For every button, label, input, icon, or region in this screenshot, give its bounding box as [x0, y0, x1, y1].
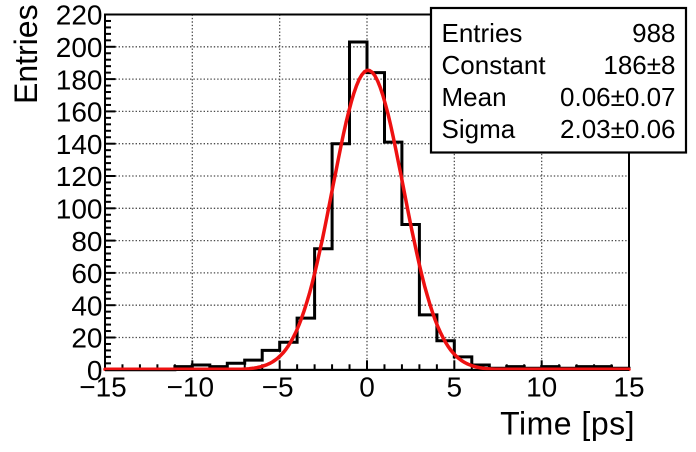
svg-text:Sigma: Sigma: [442, 114, 516, 144]
svg-text:120: 120: [56, 161, 103, 192]
svg-text:10: 10: [526, 372, 557, 403]
svg-text:0: 0: [87, 355, 103, 386]
svg-text:200: 200: [56, 32, 103, 63]
svg-text:80: 80: [71, 226, 102, 257]
svg-text:0.06±0.07: 0.06±0.07: [560, 82, 675, 112]
svg-text:Entries: Entries: [442, 18, 523, 48]
svg-text:20: 20: [71, 323, 102, 354]
svg-text:160: 160: [56, 97, 103, 128]
svg-text:60: 60: [71, 258, 102, 289]
svg-text:186±8: 186±8: [603, 50, 675, 80]
svg-text:Entries: Entries: [8, 4, 44, 104]
svg-text:−10: −10: [167, 372, 215, 403]
svg-text:Time [ps]: Time [ps]: [500, 406, 635, 442]
svg-text:−5: −5: [262, 372, 294, 403]
svg-text:140: 140: [56, 129, 103, 160]
svg-text:5: 5: [447, 372, 463, 403]
svg-text:Constant: Constant: [442, 50, 547, 80]
svg-text:988: 988: [632, 18, 675, 48]
svg-text:180: 180: [56, 64, 103, 95]
svg-text:0: 0: [359, 372, 375, 403]
svg-text:40: 40: [71, 290, 102, 321]
svg-text:15: 15: [613, 372, 644, 403]
svg-text:2.03±0.06: 2.03±0.06: [560, 114, 675, 144]
svg-text:−15: −15: [79, 372, 127, 403]
svg-text:Mean: Mean: [442, 82, 507, 112]
svg-text:220: 220: [56, 0, 103, 31]
svg-text:100: 100: [56, 194, 103, 225]
